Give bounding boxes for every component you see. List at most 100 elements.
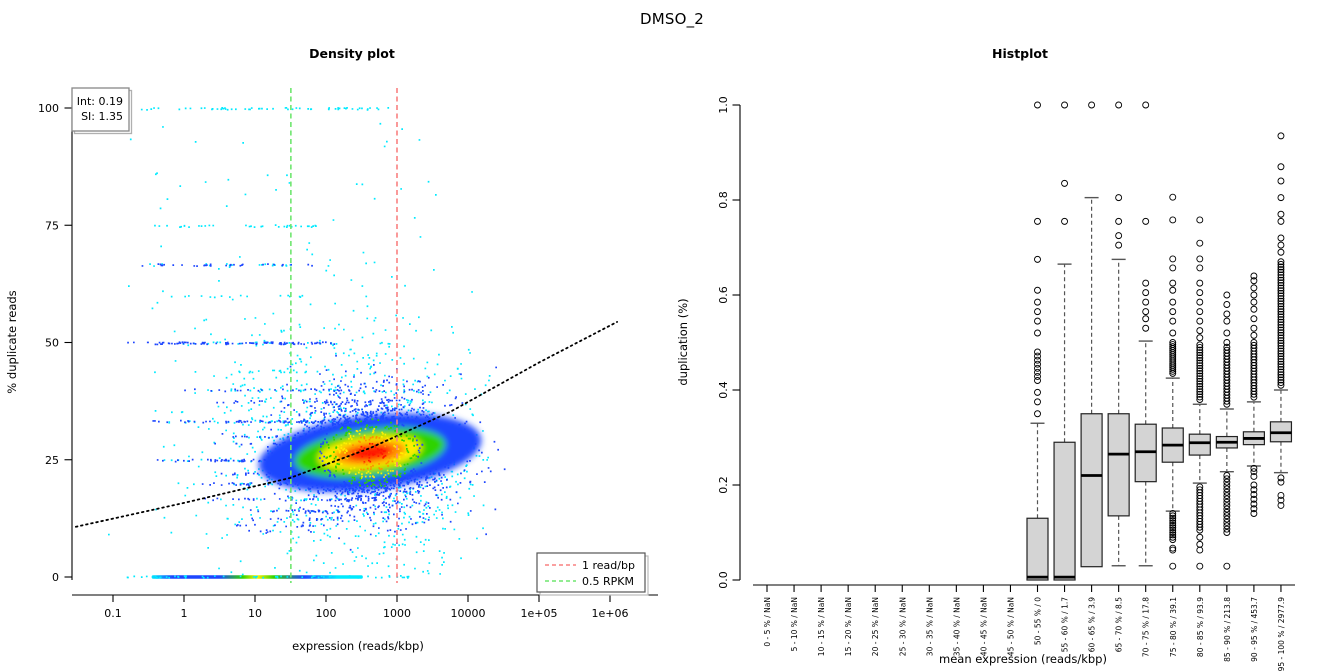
fit-line xyxy=(75,321,618,528)
outlier-point xyxy=(1169,298,1177,306)
outlier-point xyxy=(1196,388,1204,396)
outlier-point xyxy=(1196,349,1204,357)
outlier-point xyxy=(1223,478,1231,486)
boxplot xyxy=(1026,101,1049,581)
outlier-point xyxy=(1277,366,1285,373)
density-plot: Density plot expression (reads/kbp) % dupl… xyxy=(5,46,658,653)
outlier-point xyxy=(1277,350,1285,358)
y-tick-label: 0.8 xyxy=(717,191,730,209)
boxplot xyxy=(1080,101,1103,568)
y-tick-label: 100 xyxy=(38,102,59,115)
outlier-point xyxy=(1250,272,1258,280)
outlier-point xyxy=(1277,266,1285,274)
outlier-point xyxy=(1223,562,1231,570)
outlier-point xyxy=(1034,352,1041,360)
outlier-point xyxy=(1034,308,1041,316)
outlier-point xyxy=(1169,533,1177,541)
outlier-point xyxy=(1277,302,1285,310)
outlier-point xyxy=(1196,486,1204,494)
slope-value: SI: 1.35 xyxy=(81,110,123,123)
outlier-point xyxy=(1277,329,1285,337)
outlier-point xyxy=(1169,286,1177,294)
intercept-value: Int: 0.19 xyxy=(77,95,123,108)
outlier-point xyxy=(1034,377,1041,384)
bin-label: 90 - 95 % / 453.7 xyxy=(1250,597,1259,662)
boxplot xyxy=(1053,101,1076,581)
outlier-point xyxy=(1034,286,1041,294)
boxplot xyxy=(1188,216,1211,570)
outlier-point xyxy=(1277,310,1285,318)
outlier-point xyxy=(1169,339,1177,346)
outlier-point xyxy=(1277,347,1285,355)
bin-label: 0 - 5 % / NaN xyxy=(763,597,772,647)
outlier-point xyxy=(1250,481,1258,489)
outlier-point xyxy=(1142,101,1150,109)
outlier-point xyxy=(1196,341,1204,349)
outlier-point xyxy=(1169,517,1177,525)
outlier-point xyxy=(1169,264,1177,272)
outlier-point xyxy=(1196,375,1204,383)
outlier-point xyxy=(1277,360,1285,368)
outlier-point xyxy=(1196,367,1204,375)
outlier-point xyxy=(1277,342,1285,350)
outlier-point xyxy=(1115,217,1123,225)
outlier-point xyxy=(1277,300,1285,308)
y-tick-label: 0.2 xyxy=(717,476,730,494)
bin-label: 35 - 40 % / NaN xyxy=(952,597,961,656)
outlier-point xyxy=(1196,317,1204,325)
outlier-point xyxy=(1277,263,1285,271)
outlier-point xyxy=(1034,329,1041,337)
density-points xyxy=(108,107,491,576)
outlier-point xyxy=(1277,316,1285,324)
outlier-point xyxy=(1277,379,1285,387)
legend-label: 0.5 RPKM xyxy=(582,575,634,588)
outlier-point xyxy=(1277,295,1285,302)
outlier-point xyxy=(1115,241,1123,249)
histplot-y-axis: 0.0 0.2 0.4 0.6 0.8 1.0 xyxy=(717,96,741,589)
bin-label: 75 - 80 % / 39.1 xyxy=(1169,597,1178,657)
outlier-point xyxy=(1277,274,1285,281)
outlier-point xyxy=(1196,239,1204,247)
outlier-point xyxy=(1277,331,1285,339)
boxplot xyxy=(1107,101,1130,567)
outlier-point xyxy=(1196,308,1204,316)
iqr-box xyxy=(1080,413,1103,568)
outlier-point xyxy=(1277,132,1285,140)
outlier-point xyxy=(1277,318,1285,326)
outlier-point xyxy=(1277,339,1285,347)
density-points xyxy=(359,442,387,463)
boxplot xyxy=(1161,193,1184,570)
outlier-point xyxy=(1277,305,1285,313)
outlier-point xyxy=(1169,526,1177,534)
outlier-point xyxy=(1169,562,1177,570)
boxplot xyxy=(1269,132,1293,509)
outlier-point xyxy=(1223,310,1231,318)
outlier-point xyxy=(1277,194,1285,202)
outlier-point xyxy=(1277,260,1285,268)
outlier-point xyxy=(1277,308,1285,316)
outlier-point xyxy=(1223,291,1231,299)
outlier-point xyxy=(1277,345,1285,352)
outlier-point xyxy=(1169,308,1177,316)
x-tick-label: 100 xyxy=(316,607,337,620)
outlier-point xyxy=(1277,210,1285,218)
outlier-point xyxy=(1196,546,1204,554)
histplot-y-axis-label: duplication (%) xyxy=(676,298,690,385)
outlier-point xyxy=(1277,268,1285,276)
x-tick-label: 1000 xyxy=(383,607,411,620)
outlier-point xyxy=(1277,334,1285,342)
outlier-point xyxy=(1034,101,1041,109)
bin-label: 85 - 90 % / 213.8 xyxy=(1223,597,1232,662)
boxplot xyxy=(1215,291,1238,570)
outlier-point xyxy=(1115,194,1123,202)
x-tick-label: 0.1 xyxy=(104,607,122,620)
outlier-point xyxy=(1223,343,1231,351)
outlier-point xyxy=(1277,376,1285,384)
y-tick-label: 0.0 xyxy=(717,571,730,589)
outlier-point xyxy=(1169,531,1177,539)
outlier-point xyxy=(1196,327,1204,335)
outlier-point xyxy=(1196,370,1204,377)
outlier-point xyxy=(1277,292,1285,300)
x-tick-label: 10 xyxy=(248,607,262,620)
